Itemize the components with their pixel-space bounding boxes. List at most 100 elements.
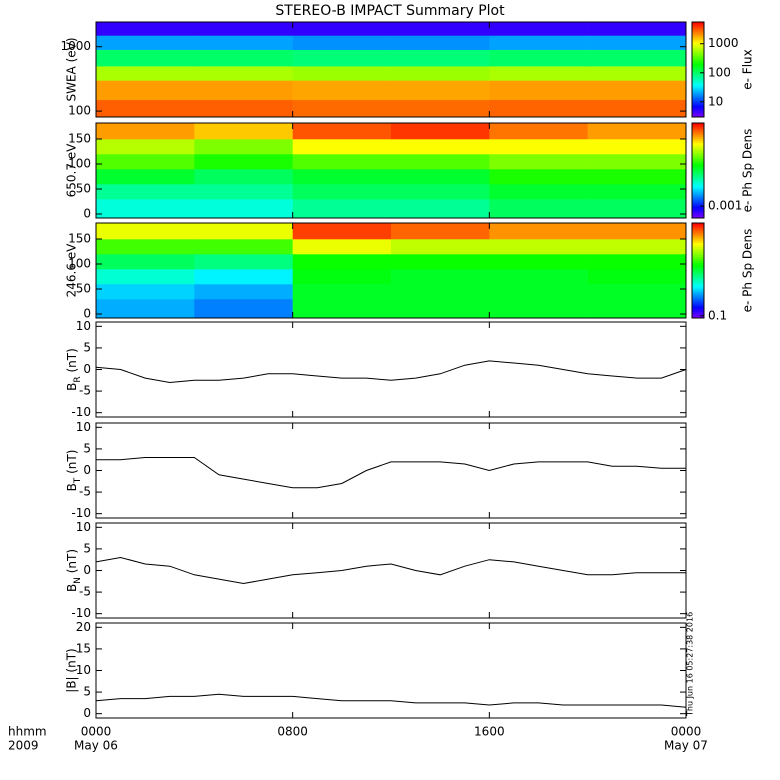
colorbar-label: e- Flux <box>741 49 755 89</box>
y-tick-label: 0 <box>83 563 91 577</box>
colorbar-swatch <box>692 232 704 236</box>
heatmap-cell <box>489 239 588 255</box>
colorbar-swatch <box>692 202 704 205</box>
panel-frame <box>95 622 687 719</box>
colorbar-swatch <box>692 93 704 96</box>
colorbar-swatch <box>692 314 704 317</box>
y-tick-label: 0 <box>83 362 91 376</box>
heatmap-cell <box>292 254 392 270</box>
colorbar-swatch <box>692 198 704 201</box>
colorbar-swatch <box>692 304 704 307</box>
colorbar-tick-label: 10 <box>708 94 723 108</box>
y-label-main: B <box>65 383 79 391</box>
colorbar-swatch <box>692 216 704 219</box>
colorbar-swatch <box>692 298 704 301</box>
heatmap-cell <box>587 99 687 118</box>
x-tick-label: 1600 <box>474 725 505 739</box>
y-label-unit: (nT) <box>65 348 79 376</box>
colorbar-swatch <box>692 101 704 104</box>
colorbar-swatch <box>692 226 704 230</box>
colorbar-swatch <box>692 238 704 242</box>
colorbar-swatch <box>692 162 704 165</box>
colorbar-swatch <box>692 280 704 283</box>
colorbar-swatch <box>692 97 704 100</box>
heatmap-cell <box>587 49 687 67</box>
colorbar-swatch <box>692 53 704 56</box>
colorbar-swatch <box>692 164 704 167</box>
y-tick-label: 50 <box>76 182 91 196</box>
colorbar-swatch <box>692 260 704 263</box>
heatmap-cell <box>292 223 392 240</box>
colorbar-swatch <box>692 310 704 313</box>
colorbar-swatch <box>692 276 704 279</box>
colorbar-label: e- Ph Sp Dens <box>741 129 755 213</box>
timestamp: Thu Jun 16 05:27:38 2016 <box>686 612 695 717</box>
heatmap-cell <box>587 80 687 101</box>
heatmap-cell <box>292 184 392 200</box>
time-axis-name: hhmm <box>8 725 47 739</box>
y-tick-label: -10 <box>71 506 91 520</box>
panel-frame <box>95 422 687 519</box>
colorbar-swatch <box>692 49 704 52</box>
colorbar-swatch <box>692 61 704 64</box>
panel-frame <box>95 122 687 219</box>
colorbar-swatch <box>692 59 704 62</box>
y-tick-label: 100 <box>68 257 91 271</box>
heatmap-cell <box>194 199 293 219</box>
y-axis-label: 650.7 eV <box>65 143 79 198</box>
y-axis-label: |B| (nT) <box>65 648 79 692</box>
heatmap-cell <box>587 223 687 240</box>
heatmap-cell <box>194 80 293 101</box>
y-tick-label: -10 <box>71 405 91 419</box>
colorbar-swatch <box>692 91 704 94</box>
y-axis-label: SWEA (eV) <box>65 37 79 101</box>
heatmap-cell <box>391 22 490 36</box>
colorbar-swatch <box>692 234 704 238</box>
y-tick-label: -5 <box>79 485 91 499</box>
colorbar-swatch <box>692 41 704 45</box>
y-tick-label: 0 <box>83 207 91 221</box>
heatmap-cell <box>96 169 195 185</box>
colorbar-swatch <box>692 204 704 207</box>
colorbar-swatch <box>692 65 704 68</box>
colorbar-swatch <box>692 224 704 228</box>
heatmap-cell <box>96 123 195 140</box>
colorbar-swatch <box>692 77 704 80</box>
y-tick-label: 0 <box>83 463 91 477</box>
heatmap-cell <box>96 223 195 240</box>
colorbar-swatch <box>692 43 704 47</box>
y-axis-label: 246.6 eV <box>65 243 79 298</box>
colorbar-swatch <box>692 290 704 293</box>
y-tick-label: 5 <box>83 340 91 354</box>
colorbar-swatch <box>692 168 704 171</box>
heatmap-cell <box>96 80 195 101</box>
heatmap-cell <box>292 139 392 155</box>
colorbar-swatch <box>692 148 704 152</box>
heatmap-cell <box>489 223 588 240</box>
colorbar-swatch <box>692 242 704 246</box>
colorbar-swatch <box>692 270 704 273</box>
colorbar-frame <box>691 222 705 319</box>
heatmap-cell <box>489 299 588 319</box>
heatmap-cell <box>194 269 293 285</box>
heatmap-cell <box>194 254 293 270</box>
colorbar-swatch <box>692 182 704 185</box>
colorbar-swatch <box>692 306 704 309</box>
colorbar-swatch <box>692 39 704 43</box>
heatmap-cell <box>292 154 392 170</box>
colorbar-swatch <box>692 246 704 250</box>
colorbar-swatch <box>692 146 704 150</box>
heatmap-cell <box>489 184 588 200</box>
colorbar-swatch <box>692 67 704 70</box>
date-label: May 07 <box>664 739 708 753</box>
colorbar-tick-label: 0.001 <box>708 199 742 213</box>
heatmap-cell <box>391 254 490 270</box>
heatmap-cell <box>489 254 588 270</box>
heatmap-cell <box>391 80 490 101</box>
data-line <box>96 457 686 489</box>
y-tick-label: 50 <box>76 282 91 296</box>
y-tick-label: 10 <box>76 319 91 333</box>
heatmap-cell <box>96 154 195 170</box>
colorbar-swatch <box>692 274 704 277</box>
